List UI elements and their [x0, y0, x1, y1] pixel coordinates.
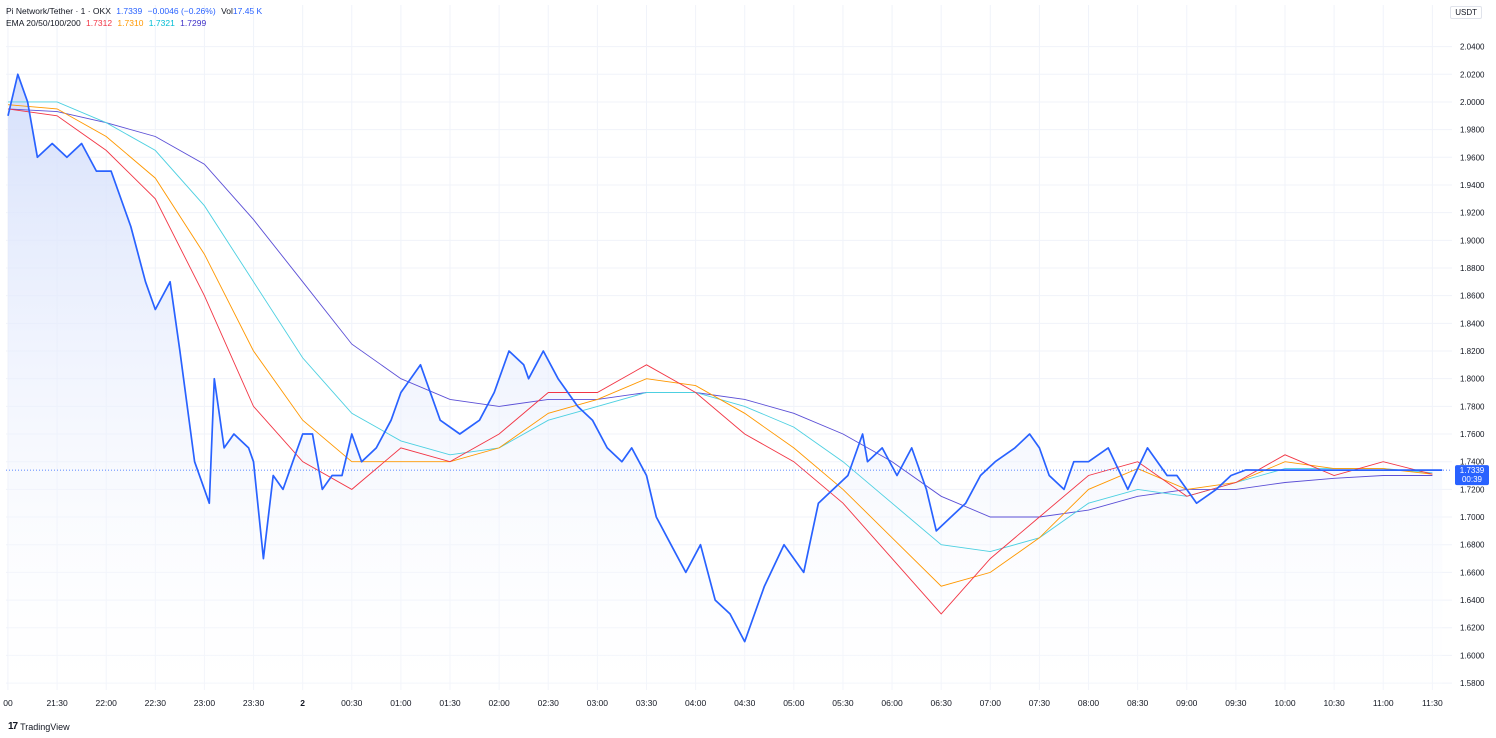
- x-tick-label: 04:30: [734, 698, 756, 708]
- x-tick-label: 00:30: [341, 698, 363, 708]
- x-tick-label: 2: [300, 698, 305, 708]
- last-price: 1.7339: [116, 6, 143, 16]
- x-tick-label: 06:00: [881, 698, 903, 708]
- ema50-value: 1.7310: [117, 18, 144, 28]
- y-tick-label: 1.8000: [1460, 375, 1485, 384]
- y-tick-label: 1.8200: [1460, 347, 1485, 356]
- ema100-value: 1.7321: [148, 18, 175, 28]
- x-tick-label: 07:30: [1029, 698, 1051, 708]
- symbol-title[interactable]: Pi Network/Tether · 1 · OKX: [6, 6, 111, 16]
- y-tick-label: 1.9200: [1460, 209, 1485, 218]
- x-tick-label: 11:00: [1373, 698, 1394, 708]
- x-tick-label: 04:00: [685, 698, 707, 708]
- y-tick-label: 1.7800: [1460, 402, 1485, 411]
- x-tick-label: 11:30: [1422, 698, 1443, 708]
- y-tick-label: 1.7600: [1460, 430, 1485, 439]
- y-tick-label: 1.8400: [1460, 319, 1485, 328]
- symbol-legend: Pi Network/Tether · 1 · OKX 1.7339 −0.00…: [6, 5, 265, 17]
- last-price-countdown: 00:39: [1462, 475, 1483, 484]
- y-tick-label: 1.6800: [1460, 541, 1485, 550]
- x-tick-label: 02:00: [488, 698, 510, 708]
- x-tick-label: 03:00: [587, 698, 609, 708]
- x-tick-label: 10:30: [1323, 698, 1345, 708]
- x-tick-label: 22:00: [96, 698, 118, 708]
- x-tick-label: 09:30: [1225, 698, 1247, 708]
- x-tick-label: 05:00: [783, 698, 805, 708]
- price-area-fill: [8, 74, 1443, 691]
- brand-name: TradingView: [20, 721, 70, 732]
- ema20-line: [7, 108, 1433, 615]
- price-change: −0.0046 (−0.26%): [147, 6, 216, 16]
- y-tick-label: 2.0400: [1460, 43, 1485, 52]
- volume-value: 17.45 K: [232, 6, 263, 16]
- tradingview-logo-icon: 17: [8, 721, 18, 732]
- ema-legend: EMA 20/50/100/200 1.7312 1.7310 1.7321 1…: [6, 17, 209, 29]
- last-price-tag-value: 1.7339: [1460, 466, 1485, 475]
- ema-label[interactable]: EMA 20/50/100/200: [6, 18, 81, 28]
- ema20-value: 1.7312: [86, 18, 113, 28]
- y-tick-label: 1.9400: [1460, 181, 1485, 190]
- x-tick-label: 23:00: [194, 698, 216, 708]
- y-tick-label: 1.9000: [1460, 236, 1485, 245]
- y-tick-label: 1.6000: [1460, 651, 1485, 660]
- price-line: [7, 73, 1443, 643]
- y-tick-label: 1.6200: [1460, 624, 1485, 633]
- ema200-line: [7, 108, 1433, 518]
- x-tick-label: 02:30: [538, 698, 560, 708]
- x-tick-label: 00: [3, 698, 13, 708]
- x-tick-label: 22:30: [145, 698, 167, 708]
- x-tick-label: 01:00: [390, 698, 412, 708]
- y-tick-label: 1.5800: [1460, 679, 1485, 688]
- x-tick-label: 08:00: [1078, 698, 1100, 708]
- ema200-value: 1.7299: [180, 18, 207, 28]
- ema50-line: [7, 104, 1433, 587]
- last-price-tag: [1455, 465, 1489, 486]
- y-tick-label: 1.7000: [1460, 513, 1485, 522]
- y-tick-label: 1.6400: [1460, 596, 1485, 605]
- y-tick-label: 2.0200: [1460, 70, 1485, 79]
- y-tick-label: 2.0000: [1460, 98, 1485, 107]
- currency-unit-button[interactable]: USDT: [1450, 6, 1482, 19]
- y-tick-label: 1.6600: [1460, 568, 1485, 577]
- x-tick-label: 09:00: [1176, 698, 1198, 708]
- x-tick-label: 10:00: [1274, 698, 1296, 708]
- x-tick-label: 21:30: [46, 698, 68, 708]
- y-tick-label: 1.9600: [1460, 153, 1485, 162]
- x-tick-label: 23:30: [243, 698, 265, 708]
- x-tick-label: 08:30: [1127, 698, 1149, 708]
- x-tick-label: 06:30: [931, 698, 953, 708]
- y-tick-label: 1.8600: [1460, 292, 1485, 301]
- y-tick-label: 1.7400: [1460, 458, 1485, 467]
- x-tick-label: 07:00: [980, 698, 1002, 708]
- y-tick-label: 1.9800: [1460, 126, 1485, 135]
- x-tick-label: 05:30: [832, 698, 854, 708]
- x-tick-label: 03:30: [636, 698, 658, 708]
- x-tick-label: 01:30: [439, 698, 461, 708]
- y-tick-label: 1.7200: [1460, 485, 1485, 494]
- volume-label: Vol: [221, 6, 233, 16]
- y-tick-label: 1.8800: [1460, 264, 1485, 273]
- tradingview-brand[interactable]: 17 TradingView: [8, 721, 70, 732]
